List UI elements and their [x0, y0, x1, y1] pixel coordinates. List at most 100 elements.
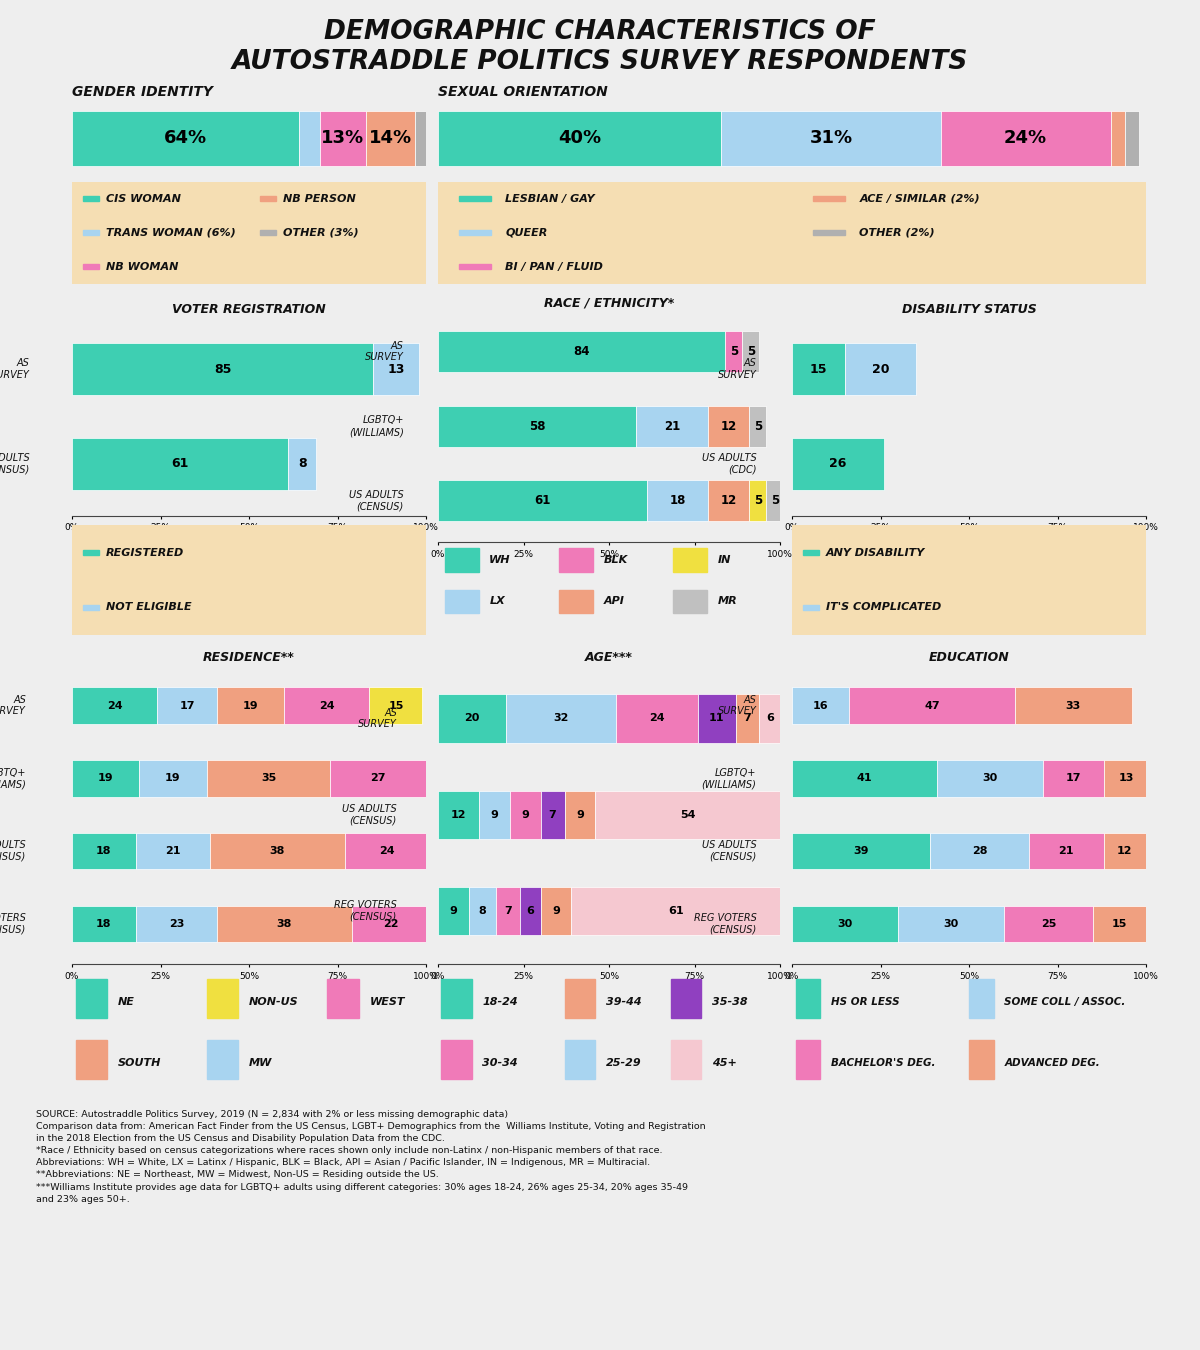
Bar — [210, 833, 344, 869]
Bar — [469, 887, 496, 936]
Bar — [72, 111, 299, 166]
Text: 12: 12 — [720, 420, 737, 433]
Text: 12: 12 — [1117, 846, 1133, 856]
Text: 22: 22 — [383, 919, 398, 929]
Text: 61: 61 — [172, 458, 188, 470]
Bar — [1111, 111, 1124, 166]
Bar — [438, 887, 469, 936]
Bar — [845, 343, 916, 396]
FancyBboxPatch shape — [792, 525, 1146, 634]
Bar — [698, 694, 736, 742]
Text: 11: 11 — [709, 714, 725, 724]
Text: QUEER: QUEER — [505, 228, 547, 238]
Text: 35-38: 35-38 — [712, 996, 748, 1007]
Bar — [460, 196, 491, 201]
Bar — [83, 605, 98, 610]
Text: IN: IN — [718, 555, 731, 564]
Bar — [1004, 906, 1093, 942]
Text: 47: 47 — [924, 701, 940, 710]
Text: 18-24: 18-24 — [482, 996, 518, 1007]
Text: 24: 24 — [649, 714, 665, 724]
Text: 24: 24 — [107, 701, 122, 710]
Bar — [288, 437, 317, 490]
Text: REGISTERED: REGISTERED — [106, 548, 184, 558]
Bar — [217, 906, 352, 942]
Bar — [1093, 906, 1146, 942]
Bar — [415, 111, 426, 166]
FancyBboxPatch shape — [72, 525, 426, 634]
Text: 19: 19 — [98, 774, 114, 783]
Bar — [496, 887, 520, 936]
Bar — [83, 551, 98, 555]
Text: 19: 19 — [242, 701, 258, 710]
Text: 9: 9 — [491, 810, 498, 819]
Text: AS
SURVEY: AS SURVEY — [0, 695, 26, 717]
Text: 27: 27 — [371, 774, 386, 783]
Bar — [792, 760, 937, 796]
Text: AS
SURVEY: AS SURVEY — [358, 707, 397, 729]
Text: 39-44: 39-44 — [606, 996, 641, 1007]
Text: HS OR LESS: HS OR LESS — [830, 996, 900, 1007]
Text: US ADULTS
(CENSUS): US ADULTS (CENSUS) — [342, 803, 397, 825]
Text: 41: 41 — [857, 774, 872, 783]
Bar — [438, 694, 506, 742]
Bar — [217, 687, 284, 724]
Bar — [792, 687, 848, 724]
Text: REG VOTERS
(CENSUS): REG VOTERS (CENSUS) — [0, 913, 26, 934]
Bar — [1030, 833, 1104, 869]
Bar — [898, 906, 1004, 942]
Text: 54: 54 — [680, 810, 696, 819]
Bar — [259, 196, 276, 201]
Bar — [520, 887, 541, 936]
Bar — [442, 1040, 473, 1080]
Text: GENDER IDENTITY: GENDER IDENTITY — [72, 85, 212, 99]
Text: 25-29: 25-29 — [606, 1058, 641, 1068]
Text: SEXUAL ORIENTATION: SEXUAL ORIENTATION — [438, 85, 607, 99]
Text: US ADULTS
(CENSUS): US ADULTS (CENSUS) — [0, 840, 26, 861]
Bar — [438, 481, 647, 521]
Bar — [559, 548, 593, 571]
Text: OTHER (3%): OTHER (3%) — [283, 228, 359, 238]
Bar — [749, 481, 767, 521]
Text: 40%: 40% — [558, 130, 601, 147]
Bar — [564, 979, 595, 1018]
Bar — [736, 694, 760, 742]
Bar — [438, 791, 479, 838]
Bar — [299, 111, 319, 166]
Text: 21: 21 — [664, 420, 680, 433]
Text: WEST: WEST — [370, 996, 404, 1007]
Bar — [259, 231, 276, 235]
Text: API: API — [604, 597, 624, 606]
Text: 24%: 24% — [1004, 130, 1048, 147]
Text: LGBTQ+
(WILLIAMS): LGBTQ+ (WILLIAMS) — [349, 416, 403, 437]
Bar — [72, 437, 288, 490]
Text: 5: 5 — [754, 420, 762, 433]
Text: SOME COLL / ASSOC.: SOME COLL / ASSOC. — [1004, 996, 1126, 1007]
Bar — [136, 833, 210, 869]
Text: ADVANCED DEG.: ADVANCED DEG. — [1004, 1058, 1100, 1068]
Text: AS
SURVEY: AS SURVEY — [718, 359, 757, 381]
Text: 19: 19 — [166, 774, 181, 783]
Bar — [792, 906, 898, 942]
Bar — [157, 687, 217, 724]
Text: NOT ELIGIBLE: NOT ELIGIBLE — [106, 602, 191, 612]
Bar — [284, 687, 370, 724]
Text: 30: 30 — [838, 919, 853, 929]
Text: 7: 7 — [548, 810, 557, 819]
Text: 12: 12 — [720, 494, 737, 508]
Text: LGBTQ+
(WILLIAMS): LGBTQ+ (WILLIAMS) — [702, 768, 757, 790]
Text: BI / PAN / FLUID: BI / PAN / FLUID — [505, 262, 604, 271]
Bar — [460, 231, 491, 235]
FancyBboxPatch shape — [72, 182, 426, 284]
Text: AS
SURVEY: AS SURVEY — [718, 695, 757, 717]
Bar — [438, 111, 721, 166]
Bar — [814, 231, 845, 235]
Text: 17: 17 — [1066, 774, 1081, 783]
Bar — [72, 343, 373, 396]
Title: RACE / ETHNICITY*: RACE / ETHNICITY* — [544, 297, 674, 309]
Bar — [72, 760, 139, 796]
Bar — [647, 481, 708, 521]
Text: LGBTQ+
(WILLIAMS): LGBTQ+ (WILLIAMS) — [0, 768, 26, 790]
Bar — [139, 760, 206, 796]
Bar — [792, 833, 930, 869]
